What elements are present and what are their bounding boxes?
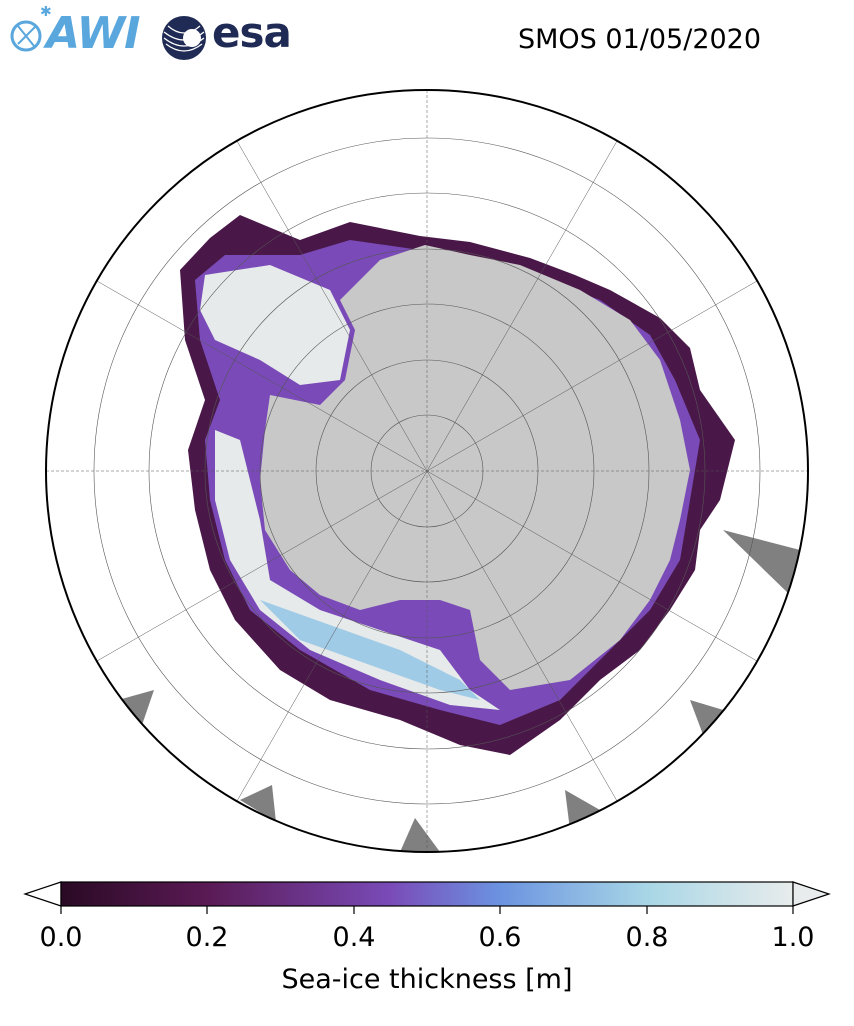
map-title: SMOS 01/05/2020 [518,24,762,55]
map-boundary [45,89,809,853]
colorbar-tick-label: 0.2 [185,922,229,953]
awi-logo: ✱ [10,6,52,52]
no-data-wedge-5 [240,785,276,822]
no-data-wedge-3 [565,790,600,830]
colorbar-tick-label: 0.4 [332,922,376,953]
meridian-lines-solid [96,140,758,802]
colorbar-extend-min [23,881,62,907]
no-data-wedge-2 [690,700,730,740]
colorbar-gradient [60,881,794,907]
no-data-wedge-4 [400,818,440,852]
awi-logo-text: AWI [46,8,141,59]
colorbar-tick-label: 0.0 [39,922,83,953]
esa-logo-text: esa [212,8,292,57]
esa-logo [162,16,206,60]
colorbar-label: Sea-ice thickness [m] [281,964,573,995]
antarctica [260,245,690,690]
colorbar-ticks [60,906,794,914]
colorbar [23,881,831,914]
colorbar-tick-label: 0.6 [478,922,522,953]
no-data-wedge-1 [723,530,800,595]
colorbar-tick-label: 0.8 [625,922,669,953]
sea-ice-thick [200,265,350,385]
polar-map [45,89,809,853]
colorbar-tick-label: 1.0 [771,922,815,953]
colorbar-extend-max [792,881,831,907]
no-data-wedge-6 [118,690,154,725]
sea-ice-thin-blue [260,600,480,700]
svg-text:✱: ✱ [40,6,52,20]
